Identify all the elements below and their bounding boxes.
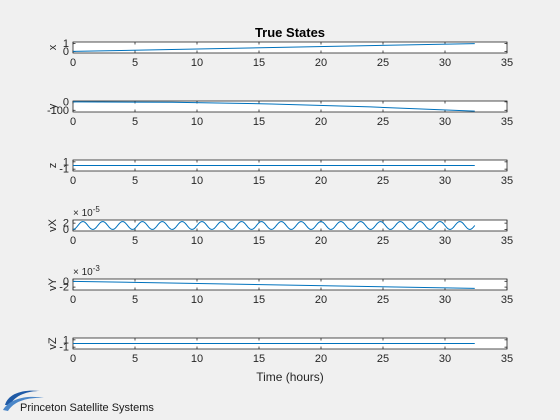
company-logo: Princeton Satellite Systems: [3, 390, 154, 414]
x-tick-label: 0: [70, 116, 76, 128]
x-tick-label: 25: [377, 57, 389, 69]
y-tick-label: 0: [63, 96, 69, 108]
x-tick-label: 35: [501, 175, 513, 187]
x-tick-label: 5: [132, 57, 138, 69]
x-axis-label: Time (hours): [256, 370, 324, 384]
x-tick-label: 35: [501, 353, 513, 365]
x-tick-label: 15: [253, 57, 265, 69]
x-tick-label: 10: [191, 175, 203, 187]
y-axis-label: y: [47, 103, 59, 109]
y-axis-label: vX: [47, 218, 59, 232]
x-tick-label: 10: [191, 57, 203, 69]
x-tick-label: 30: [439, 353, 451, 365]
series-line-y: [72, 101, 475, 112]
y-tick-label: 2: [63, 218, 69, 230]
x-tick-label: 30: [439, 235, 451, 247]
axes-box: [72, 219, 508, 232]
x-tick-label: 10: [191, 116, 203, 128]
y-tick-label: 1: [63, 334, 69, 346]
x-tick-label: 35: [501, 57, 513, 69]
x-tick-label: 25: [377, 235, 389, 247]
logo-text: Princeton Satellite Systems: [20, 402, 154, 414]
series-line-vY: [72, 280, 475, 289]
x-tick-label: 25: [377, 175, 389, 187]
y-axis-label: x: [47, 44, 59, 50]
series-line-x: [72, 43, 475, 52]
y-axis-label: z: [47, 163, 59, 169]
x-tick-label: 5: [132, 235, 138, 247]
x-tick-label: 15: [253, 235, 265, 247]
y-tick-label: -2: [59, 282, 69, 294]
subplot-vZ: 0 5 10 15 20 25 30 35 -11 vZ: [47, 334, 513, 365]
x-tick-label: 20: [315, 175, 327, 187]
y-tick-label: 1: [63, 38, 69, 50]
x-tick-label: 25: [377, 294, 389, 306]
y-tick-label: -1: [59, 164, 69, 176]
x-tick-label: 10: [191, 353, 203, 365]
x-tick-label: 10: [191, 294, 203, 306]
x-tick-label: 30: [439, 116, 451, 128]
x-tick-label: 25: [377, 116, 389, 128]
x-tick-label: 5: [132, 294, 138, 306]
y-tick-label: 0: [63, 224, 69, 236]
subplot-x: 0 5 10 15 20 25 30 35 01x: [47, 38, 513, 69]
x-tick-label: 5: [132, 175, 138, 187]
y-tick-label: 1: [63, 156, 69, 168]
x-tick-label: 30: [439, 57, 451, 69]
x-tick-label: 10: [191, 235, 203, 247]
x-tick-label: 15: [253, 353, 265, 365]
swoosh-logo-icon: [3, 390, 44, 411]
x-tick-label: 20: [315, 294, 327, 306]
x-tick-label: 30: [439, 175, 451, 187]
chart-title: True States: [255, 25, 325, 40]
x-tick-label: 0: [70, 353, 76, 365]
x-tick-label: 20: [315, 235, 327, 247]
x-tick-label: 20: [315, 116, 327, 128]
y-tick-label: 0: [63, 46, 69, 58]
x-tick-label: 35: [501, 235, 513, 247]
x-tick-label: 25: [377, 353, 389, 365]
y-tick-label: -1: [59, 342, 69, 354]
x-tick-label: 5: [132, 116, 138, 128]
x-tick-label: 35: [501, 116, 513, 128]
axes-box: [72, 278, 508, 291]
x-tick-label: 15: [253, 116, 265, 128]
x-tick-label: 0: [70, 175, 76, 187]
subplot-z: 0 5 10 15 20 25 30 35 -11z: [47, 156, 513, 187]
y-axis-label: vY: [47, 277, 59, 291]
x-tick-label: 20: [315, 353, 327, 365]
x-tick-label: 0: [70, 57, 76, 69]
x-tick-label: 30: [439, 294, 451, 306]
x-tick-label: 5: [132, 353, 138, 365]
x-tick-label: 0: [70, 235, 76, 247]
y-tick-label: -100: [47, 105, 69, 117]
y-axis-label: vZ: [47, 337, 59, 350]
series-line-vX: [72, 221, 476, 230]
y-tick-label: 0: [63, 276, 69, 288]
axes-box: [72, 100, 508, 113]
x-tick-label: 35: [501, 294, 513, 306]
x-tick-label: 15: [253, 294, 265, 306]
x-tick-label: 15: [253, 175, 265, 187]
x-tick-label: 20: [315, 57, 327, 69]
x-tick-label: 0: [70, 294, 76, 306]
